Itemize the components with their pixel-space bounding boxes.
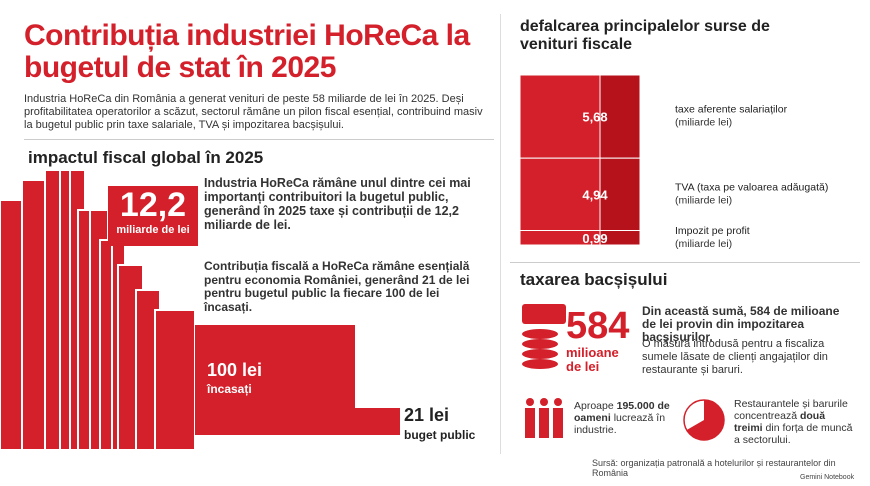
source-unit: (miliarde lei) — [675, 194, 732, 206]
coins-icon — [522, 304, 566, 369]
highlight: 195.000 de oameni — [574, 400, 670, 424]
intro: Industria HoReCa din România a generat v… — [24, 93, 483, 131]
brand: Gemini Notebook — [800, 474, 855, 481]
source-label: Impozit pe profit — [675, 225, 750, 237]
segment-value: 4,94 — [582, 187, 608, 202]
highlight: două treimi — [734, 410, 826, 434]
collected-amount: 100 lei — [207, 360, 263, 380]
big-number: 12,2 — [119, 186, 187, 224]
source-unit: (miliarde lei) — [675, 117, 732, 129]
share-text: Restaurantele și barurile concentrează d… — [734, 398, 854, 446]
big-unit: miliarde de lei — [116, 224, 190, 236]
paragraph: Industria HoReCa rămâne unul dintre cei … — [204, 176, 471, 232]
budget-amount: 21 lei — [404, 405, 450, 425]
stacked-block: 5,68 taxe aferente salariaților(miliarde … — [519, 74, 828, 250]
decorative-columns — [0, 170, 196, 450]
big-number: 584 — [566, 305, 630, 347]
section-heading: defalcarea principalelor surse de venitu… — [520, 18, 770, 53]
source-unit: (miliarde lei) — [675, 238, 732, 250]
source-label: taxe aferente salariaților — [675, 104, 788, 116]
big-number-box: 12,2 miliarde de lei — [108, 186, 198, 246]
budget-label: buget public — [404, 428, 476, 442]
segment-side — [599, 157, 641, 232]
collected-label: încasați — [207, 382, 252, 396]
text: lucrează în industrie. — [574, 412, 666, 436]
text: Aproape — [574, 400, 614, 412]
statement: Din această sumă, 584 de milioane de lei… — [642, 304, 840, 344]
segment-value: 0,99 — [582, 231, 607, 246]
collected-block — [195, 325, 355, 435]
divider — [24, 139, 494, 140]
column-divider — [500, 14, 501, 454]
note: O măsură introdusă pentru a fiscaliza su… — [642, 338, 828, 376]
divider — [510, 262, 860, 263]
text: din forța de muncă a sectorului. — [734, 422, 853, 446]
budget-block — [355, 408, 400, 435]
segment-value: 5,68 — [582, 110, 607, 125]
section-heading: taxarea bacșișului — [520, 270, 668, 289]
text: Restaurantele și barurile concentrează — [734, 398, 848, 422]
segment-front — [519, 74, 601, 159]
workers-text: Aproape 195.000 de oameni lucrează în in… — [574, 400, 674, 436]
big-unit: milioane de lei — [566, 345, 619, 374]
segment-side — [599, 230, 641, 246]
title: Contribuția industriei HoReCa la bugetul… — [24, 19, 470, 84]
source: Sursă: organizația patronală a hoteluril… — [592, 458, 836, 478]
source-label: TVA (taxa pe valoarea adăugată) — [675, 181, 828, 193]
people-icon — [525, 398, 563, 438]
paragraph: Contribuția fiscală a HoReCa rămâne esen… — [204, 259, 470, 314]
section-heading: impactul fiscal global în 2025 — [28, 148, 264, 167]
pie-icon — [683, 399, 725, 441]
